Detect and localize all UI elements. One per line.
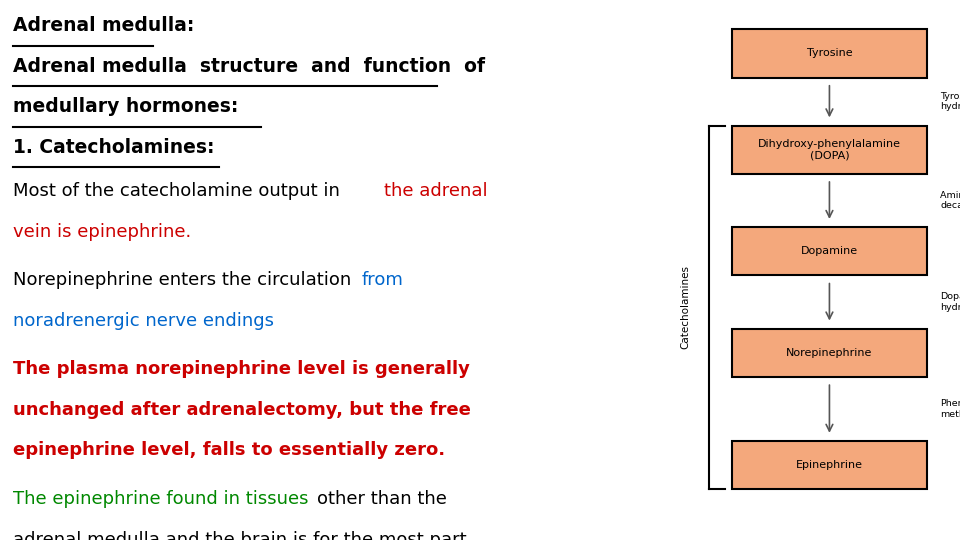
Text: noradrenergic nerve endings: noradrenergic nerve endings	[13, 312, 274, 330]
FancyBboxPatch shape	[732, 29, 927, 78]
Text: medullary hormones:: medullary hormones:	[13, 97, 238, 116]
FancyBboxPatch shape	[732, 329, 927, 377]
Text: Amino acid
decarboxylase: Amino acid decarboxylase	[941, 191, 960, 210]
FancyBboxPatch shape	[732, 441, 927, 489]
Text: Tyrosine: Tyrosine	[806, 49, 852, 58]
Text: Tyrosine
hydroxylase: Tyrosine hydroxylase	[941, 92, 960, 111]
Text: Catecholamines: Catecholamines	[681, 265, 691, 349]
Text: Norepinephrine enters the circulation: Norepinephrine enters the circulation	[13, 271, 357, 289]
Text: Adrenal medulla  structure  and  function  of: Adrenal medulla structure and function o…	[13, 57, 485, 76]
Text: Most of the catecholamine output in: Most of the catecholamine output in	[13, 182, 346, 200]
Text: Dopamine: Dopamine	[801, 246, 858, 256]
Text: from: from	[362, 271, 403, 289]
Text: 1. Catecholamines:: 1. Catecholamines:	[13, 138, 214, 157]
Text: adrenal medulla and the brain is for the most part: adrenal medulla and the brain is for the…	[13, 530, 467, 540]
Text: the adrenal: the adrenal	[384, 182, 488, 200]
Text: Epinephrine: Epinephrine	[796, 460, 863, 470]
Text: Norepinephrine: Norepinephrine	[786, 348, 873, 358]
Text: epinephrine level, falls to essentially zero.: epinephrine level, falls to essentially …	[13, 441, 445, 460]
Text: Dopamine-β-
hydroxylase: Dopamine-β- hydroxylase	[941, 292, 960, 312]
Text: The epinephrine found in tissues: The epinephrine found in tissues	[13, 490, 314, 508]
Text: unchanged after adrenalectomy, but the free: unchanged after adrenalectomy, but the f…	[13, 401, 471, 419]
Text: Dihydroxy-phenylalamine
(DOPA): Dihydroxy-phenylalamine (DOPA)	[758, 139, 900, 160]
FancyBboxPatch shape	[732, 126, 927, 174]
Text: vein is epinephrine.: vein is epinephrine.	[13, 222, 191, 241]
Text: The plasma norepinephrine level is generally: The plasma norepinephrine level is gener…	[13, 360, 470, 379]
FancyBboxPatch shape	[732, 227, 927, 275]
Text: other than the: other than the	[317, 490, 447, 508]
Text: Adrenal medulla:: Adrenal medulla:	[13, 16, 195, 35]
Text: Phenylethanolamine-N-
methyltransferase: Phenylethanolamine-N- methyltransferase	[941, 399, 960, 418]
